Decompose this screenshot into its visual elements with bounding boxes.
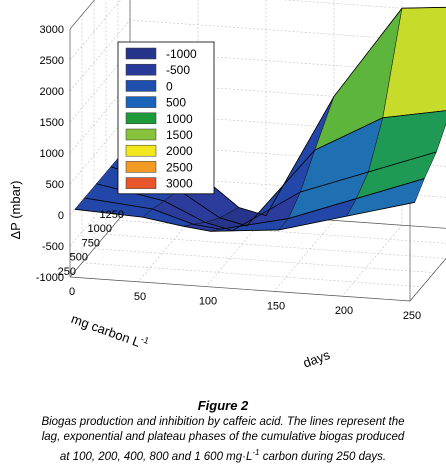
z-tick-label: 500 <box>46 179 64 191</box>
box-edge <box>69 0 95 30</box>
y-tick-label: 500 <box>70 252 88 264</box>
legend-label: -1000 <box>166 47 197 61</box>
z-tick-label: 0 <box>58 210 64 222</box>
figure-title: Figure 2 <box>197 398 249 413</box>
legend-label: 0 <box>166 79 173 93</box>
legend-swatch <box>125 177 157 189</box>
legend-label: 2500 <box>166 160 193 174</box>
box-edge <box>69 276 411 302</box>
x-tick-label: 0 <box>69 286 75 298</box>
series-line <box>74 201 415 232</box>
z-tick-label: 2000 <box>40 86 64 98</box>
z-tick-label: 1000 <box>40 148 64 160</box>
z-tick-label: -1000 <box>36 272 64 284</box>
y-axis-label: mg carbon L-1 <box>69 309 150 352</box>
surface-patch <box>382 7 446 119</box>
legend-swatch <box>125 144 157 157</box>
y-axis-label-sup: -1 <box>140 334 151 346</box>
legend-label: 1500 <box>166 128 193 142</box>
y-tick-label: 750 <box>82 237 100 249</box>
x-tick-label: 200 <box>335 305 353 317</box>
y-tick-label: 1250 <box>100 209 124 221</box>
x-axis-label: days <box>301 347 332 371</box>
legend-label: 500 <box>166 96 186 110</box>
figure-caption-text: Biogas production and inhibition by caff… <box>4 415 442 465</box>
caption-line-1: Biogas production and inhibition by caff… <box>41 416 405 428</box>
y-axis-ticks: 1250 1000 750 500 250 <box>58 209 124 278</box>
caption-line-3-end: carbon during 250 days. <box>259 450 387 463</box>
z-axis-ticks: 3000 2500 2000 1500 1000 500 0 -500 -1000 <box>36 24 64 284</box>
legend-label: -500 <box>166 63 190 77</box>
legend: -1000 -500 0 500 1000 1500 2000 2500 3000 <box>117 41 215 195</box>
legend-swatch <box>125 47 157 60</box>
grid-line-z <box>69 0 446 61</box>
y-tick-label: 250 <box>58 266 76 278</box>
legend-swatch <box>125 128 157 141</box>
legend-swatch <box>125 80 157 92</box>
caption-sup: -1 <box>252 448 260 457</box>
box-edge <box>409 257 446 302</box>
z-tick-label: -500 <box>42 241 64 253</box>
caption-line-3-start: at 100, 200, 400, 800 and 1 600 mg·L <box>59 450 253 463</box>
legend-swatch <box>125 112 157 125</box>
y-tick-label: 1000 <box>88 223 112 235</box>
x-tick-label: 100 <box>199 296 217 308</box>
y-axis-label-main: mg carbon L <box>69 311 142 350</box>
box-edge <box>69 205 131 278</box>
z-tick-label: 3000 <box>40 24 64 36</box>
x-axis-ticks: 0 50 100 150 200 250 <box>69 286 421 322</box>
caption-line-3: at 100, 200, 400, 800 and 1 600 mg·L-1 c… <box>4 445 442 465</box>
x-tick-label: 150 <box>267 300 285 312</box>
legend-swatch <box>125 96 157 108</box>
x-tick-label: 250 <box>403 310 421 322</box>
grid-line-days <box>205 0 267 287</box>
legend-label: 3000 <box>166 177 193 191</box>
x-tick-label: 50 <box>134 291 146 303</box>
z-tick-label: 2500 <box>40 55 64 67</box>
legend-label: 1000 <box>166 112 193 126</box>
series-line <box>96 151 437 231</box>
legend-label: 2000 <box>166 144 193 158</box>
series-line <box>84 178 425 230</box>
legend-swatch <box>125 63 157 76</box>
caption-line-2: lag, exponential and plateau phases of t… <box>41 431 405 443</box>
z-tick-label: 1500 <box>40 117 64 129</box>
z-axis-label: ΔP (mbar) <box>8 180 23 239</box>
svg-text:mg carbon L-1: mg carbon L-1 <box>69 309 150 352</box>
figure-caption: Figure 2 Biogas production and inhibitio… <box>4 398 442 465</box>
legend-swatch <box>125 161 157 173</box>
